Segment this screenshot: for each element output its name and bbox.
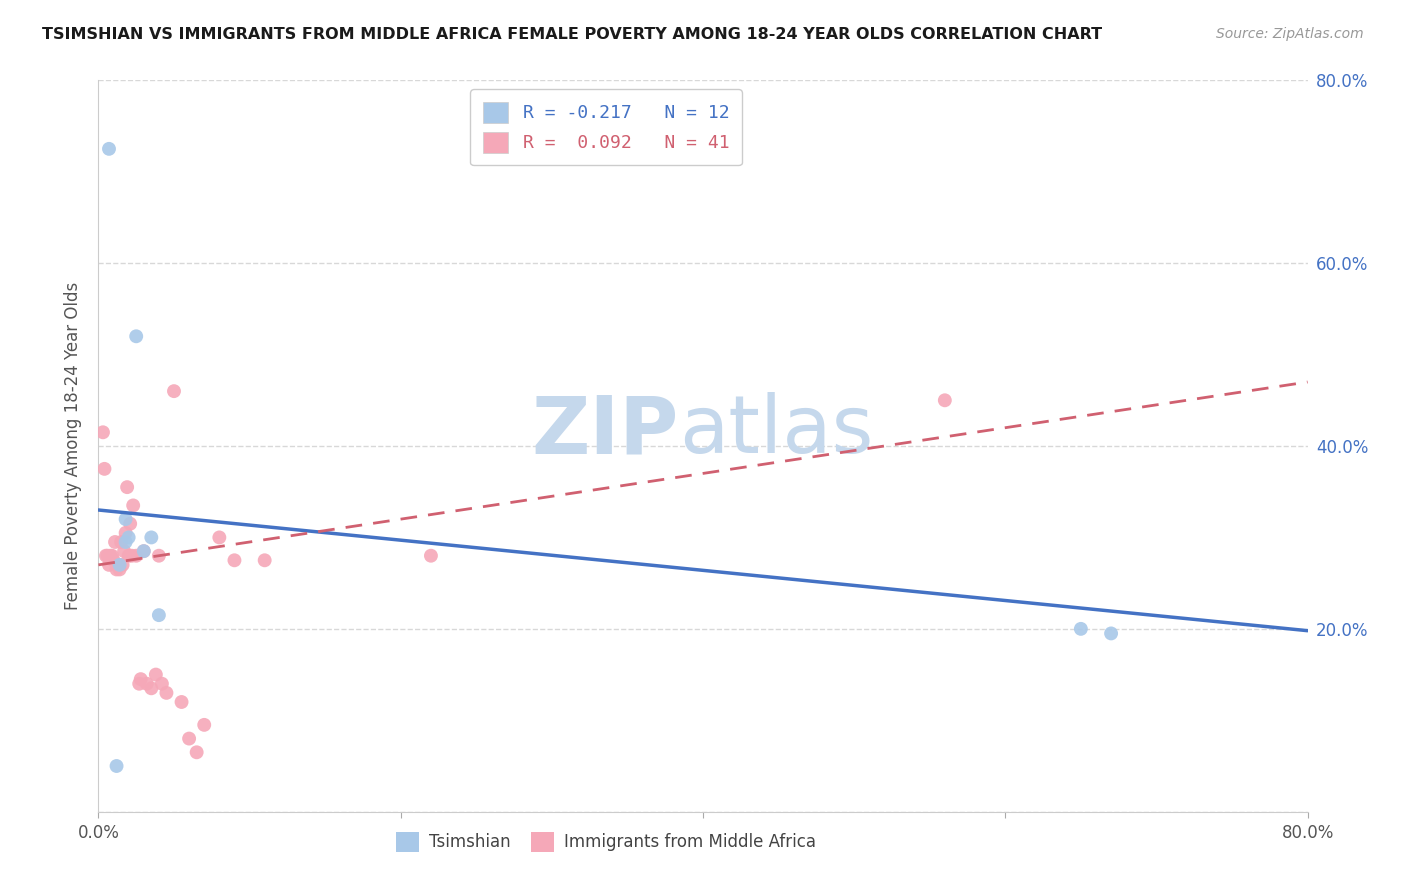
Point [148,549,170,563]
Point [105,759,128,773]
Point [186,745,208,759]
Point [110,535,132,549]
Point [141,530,163,544]
Point [105,562,128,576]
Point [115,480,138,494]
Point [1070,622,1092,636]
Point [94,549,117,563]
Point [96,549,118,563]
Point [208,530,231,544]
Point [112,544,135,558]
Point [108,562,131,576]
Point [98,142,121,156]
Point [122,499,145,513]
Point [148,608,170,623]
Point [103,553,125,567]
Point [125,329,148,343]
Point [93,462,115,476]
Point [145,667,167,681]
Point [128,676,150,690]
Point [179,731,201,746]
Point [104,535,127,549]
Point [1099,626,1122,640]
Text: Source: ZipAtlas.com: Source: ZipAtlas.com [1216,27,1364,41]
Point [98,558,121,572]
Point [934,393,956,408]
Legend: Tsimshian, Immigrants from Middle Africa: Tsimshian, Immigrants from Middle Africa [389,826,823,858]
Text: ZIP: ZIP [531,392,679,470]
Point [125,549,148,563]
Point [150,676,173,690]
Point [129,672,152,686]
Point [224,553,246,567]
Point [135,676,157,690]
Point [132,544,155,558]
Y-axis label: Female Poverty Among 18-24 Year Olds: Female Poverty Among 18-24 Year Olds [65,282,83,610]
Point [101,549,124,563]
Point [91,425,114,440]
Point [111,558,134,572]
Point [114,535,136,549]
Point [170,695,193,709]
Point [107,558,129,572]
Point [121,549,143,563]
Point [132,544,155,558]
Point [420,549,443,563]
Text: atlas: atlas [679,392,873,470]
Point [100,549,122,563]
Point [141,681,163,696]
Point [114,525,136,540]
Point [108,558,131,572]
Point [155,686,177,700]
Point [253,553,276,567]
Point [120,516,142,531]
Point [163,384,186,399]
Point [118,530,141,544]
Point [118,549,141,563]
Text: TSIMSHIAN VS IMMIGRANTS FROM MIDDLE AFRICA FEMALE POVERTY AMONG 18-24 YEAR OLDS : TSIMSHIAN VS IMMIGRANTS FROM MIDDLE AFRI… [42,27,1102,42]
Point [193,718,215,732]
Point [114,512,136,526]
